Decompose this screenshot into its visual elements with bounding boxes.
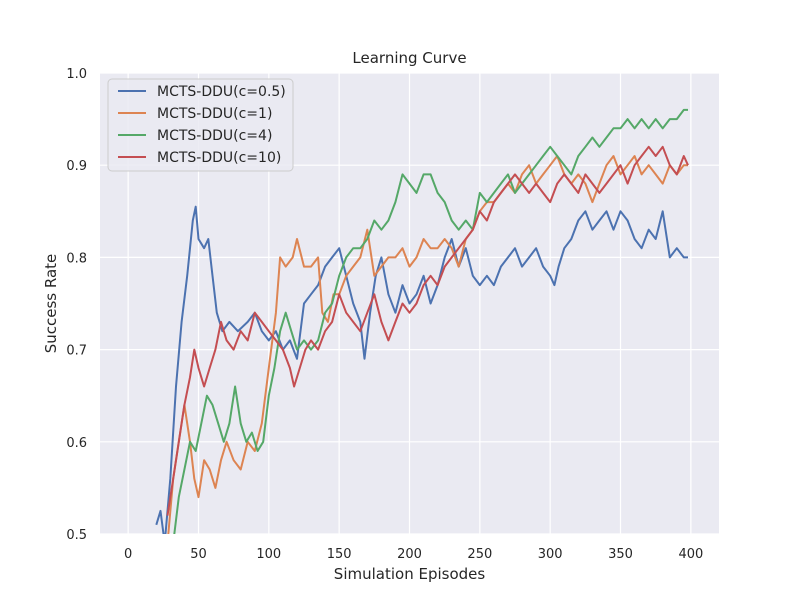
x-tick-label: 0: [124, 547, 132, 562]
y-tick-labels: 0.5 0.6 0.7 0.8 0.9 1.0: [66, 67, 87, 543]
y-tick-label: 0.6: [66, 436, 87, 451]
y-axis-label: Success Rate: [42, 254, 60, 354]
chart-title: Learning Curve: [352, 49, 466, 67]
series-line-c10: [166, 145, 689, 516]
x-tick-label: 250: [467, 547, 492, 562]
legend-label-c4: MCTS-DDU(c=4): [157, 128, 272, 144]
x-tick-label: 50: [190, 547, 207, 562]
y-tick-label: 0.9: [66, 159, 87, 174]
x-axis-label: Simulation Episodes: [334, 565, 486, 583]
x-tick-label: 350: [608, 547, 633, 562]
x-tick-label: 200: [397, 547, 422, 562]
legend-box: [107, 78, 294, 172]
x-tick-label: 150: [327, 547, 352, 562]
y-tick-label: 0.5: [66, 528, 87, 543]
x-tick-labels: 0 50 100 150 200 250 300 350 400: [124, 547, 703, 562]
series-lines: [155, 108, 689, 534]
legend: MCTS-DDU(c=0.5) MCTS-DDU(c=1) MCTS-DDU(c…: [107, 78, 294, 172]
x-tick-label: 400: [678, 547, 703, 562]
y-tick-label: 0.7: [66, 344, 87, 359]
legend-label-c0-5: MCTS-DDU(c=0.5): [157, 84, 286, 100]
x-tick-label: 300: [538, 547, 563, 562]
legend-label-c1: MCTS-DDU(c=1): [157, 106, 272, 122]
series-line-c4: [173, 108, 688, 534]
series-line-c1: [167, 155, 688, 534]
x-tick-label: 100: [256, 547, 281, 562]
legend-label-c10: MCTS-DDU(c=10): [157, 150, 281, 166]
y-tick-label: 1.0: [66, 67, 87, 82]
y-tick-label: 0.8: [66, 251, 87, 266]
